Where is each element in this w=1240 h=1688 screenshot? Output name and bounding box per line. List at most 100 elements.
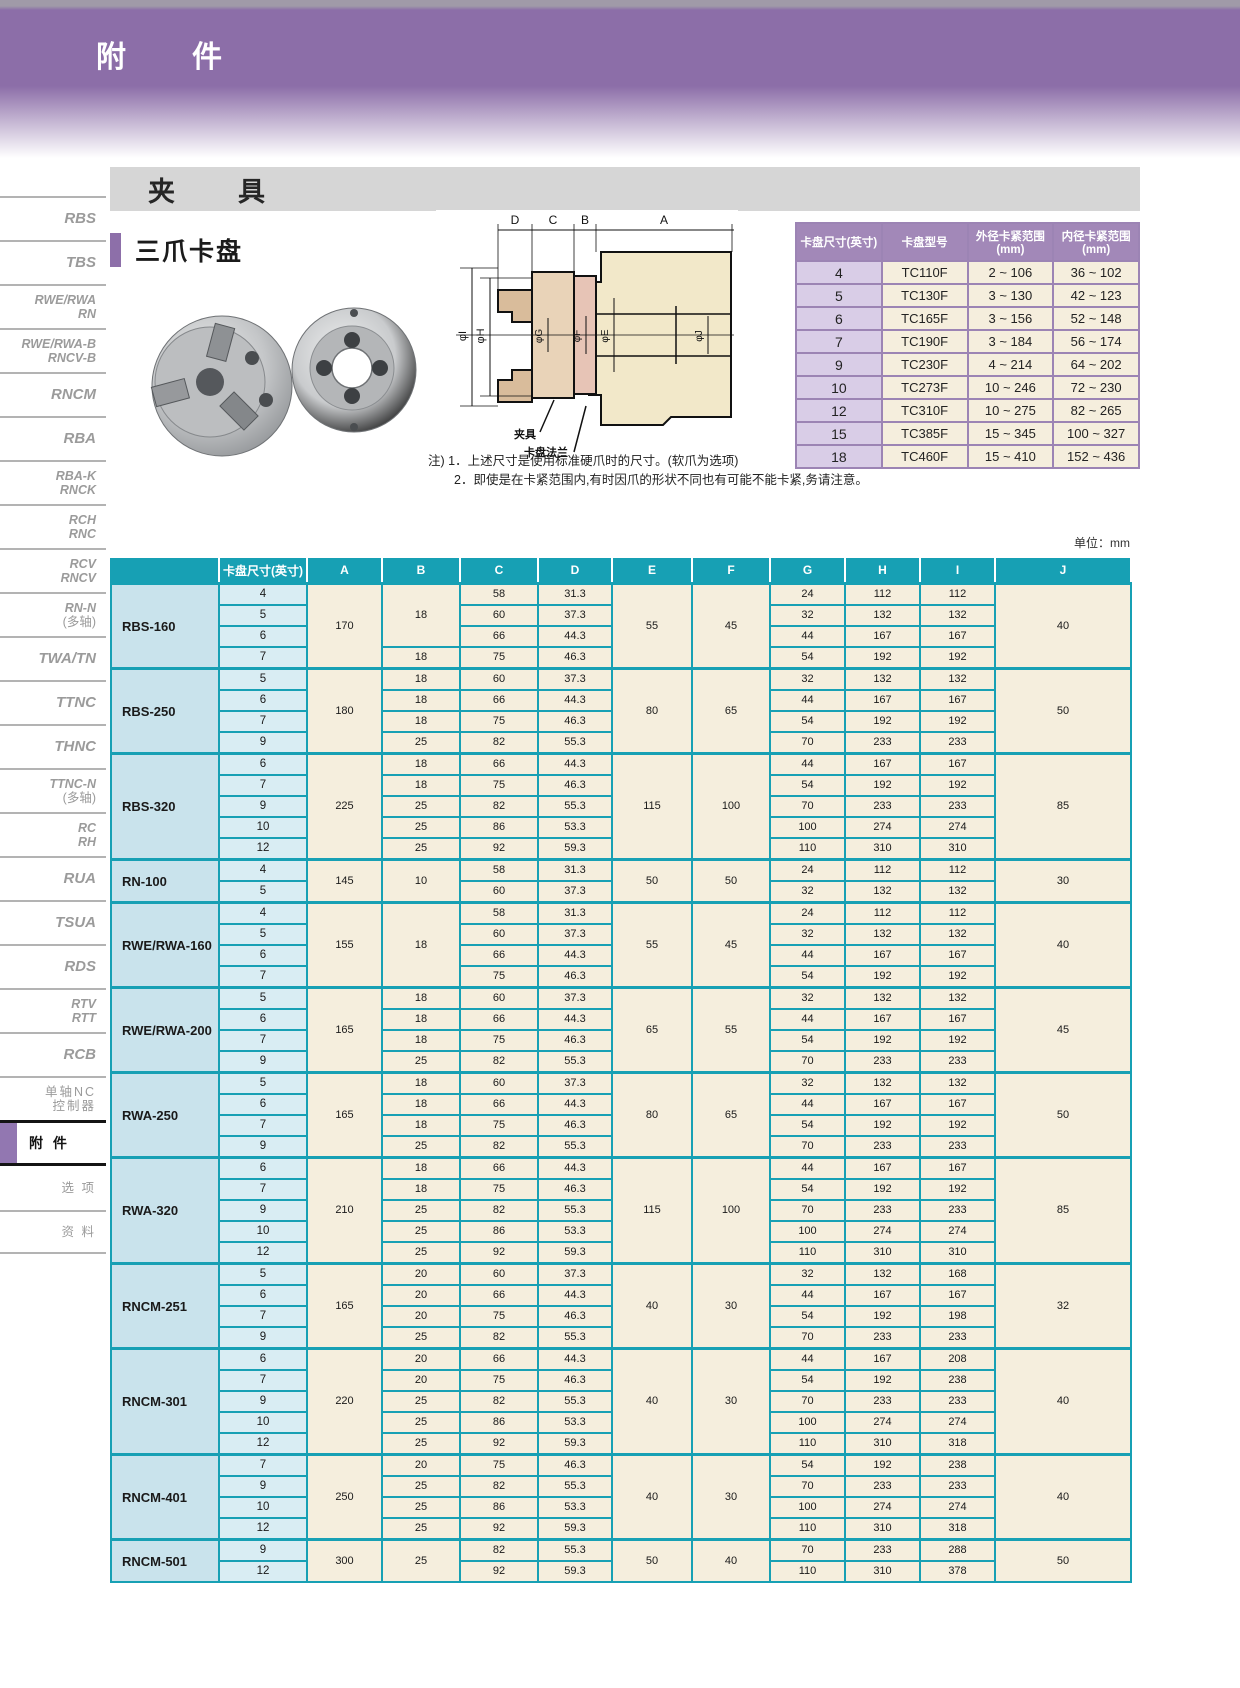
- cell-g: 110: [769, 1432, 846, 1456]
- spec-size-cell: 15: [795, 421, 883, 446]
- page-title: 附 件: [96, 41, 240, 74]
- sidebar-item-rch: RCH RNC: [0, 504, 106, 548]
- cell-h: 310: [844, 1517, 921, 1541]
- size-cell: 5: [218, 880, 308, 904]
- footnote-2: 2．即使是在卡紧范围内,有时因爪的形状不同也有可能不能卡紧,务请注意。: [454, 473, 868, 488]
- cell-b: 25: [381, 1538, 461, 1583]
- table-row: 9 25 82 55.3 70 233 233: [111, 1390, 1131, 1413]
- cell-c: 86: [459, 1496, 539, 1519]
- table-row: 6 18 66 44.3 44 167 167: [111, 1093, 1131, 1116]
- cell-h: 233: [844, 1538, 921, 1562]
- cell-d: 53.3: [537, 816, 613, 839]
- cell-d: 44.3: [537, 1008, 613, 1031]
- cell-h: 192: [844, 1114, 921, 1137]
- cell-c: 75: [459, 646, 539, 670]
- spec-data-cell: 3 ~ 156: [966, 306, 1055, 331]
- cell-i: 132: [919, 986, 996, 1010]
- cell-h: 233: [844, 1135, 921, 1159]
- page-header-band: [0, 0, 1240, 160]
- main-column-header: G: [769, 556, 846, 585]
- cell-b: 18: [381, 689, 461, 712]
- cell-h: 167: [844, 944, 921, 967]
- cell-d: 37.3: [537, 1262, 613, 1286]
- size-cell: 7: [218, 965, 308, 989]
- cell-b: 25: [381, 1050, 461, 1074]
- main-column-header: C: [459, 556, 539, 585]
- cell-c: 75: [459, 1305, 539, 1328]
- cell-c: 82: [459, 1199, 539, 1222]
- cell-a: 155: [306, 901, 383, 989]
- cell-b: 20: [381, 1305, 461, 1328]
- spec-column-header: 卡盘尺寸(英寸): [795, 222, 883, 262]
- table-row: 7 18 75 46.3 54 192 192: [111, 710, 1131, 733]
- sidebar-item-label-group: RCH RNC: [69, 513, 96, 542]
- cell-c: 75: [459, 710, 539, 733]
- cell-c: 75: [459, 1114, 539, 1137]
- cell-a: 250: [306, 1453, 383, 1541]
- sidebar-item-label: RCV: [69, 556, 96, 571]
- cell-i: 192: [919, 646, 996, 670]
- cell-d: 59.3: [537, 1432, 613, 1456]
- subsection-marker: [110, 233, 121, 267]
- table-row: 6 66 44.3 44 167 167: [111, 944, 1131, 967]
- cell-g: 110: [769, 1560, 846, 1583]
- model-cell: RNCM-401: [110, 1453, 220, 1541]
- cell-g: 44: [769, 1093, 846, 1116]
- model-cell: RN-100: [110, 858, 220, 904]
- spec-data-cell: 3 ~ 130: [966, 283, 1055, 308]
- cell-d: 59.3: [537, 1560, 613, 1583]
- cell-i: 233: [919, 1199, 996, 1222]
- sidebar-item-label: RNCK: [59, 483, 96, 497]
- cell-c: 75: [459, 1369, 539, 1392]
- size-cell: 7: [218, 1114, 308, 1137]
- table-row: RNCM-501 9 300 25 82 55.3 50 40 70 233 288 50: [110, 1538, 1132, 1583]
- size-cell: 12: [218, 1241, 308, 1265]
- sidebar-item-rwe-rwa-b: RWE/RWA-B RNCV-B: [0, 328, 106, 372]
- cell-e: 80: [611, 667, 693, 755]
- cell-d: 37.3: [537, 604, 613, 627]
- cell-h: 132: [844, 923, 921, 946]
- sidebar-item-label-group: RN-N (多轴): [63, 601, 96, 630]
- cell-c: 82: [459, 795, 539, 818]
- cell-d: 44.3: [537, 944, 613, 967]
- cell-c: 86: [459, 1220, 539, 1243]
- cell-h: 132: [844, 1262, 921, 1286]
- cell-i: 132: [919, 880, 996, 904]
- sidebar-active-marker: [0, 1123, 17, 1163]
- cell-g: 32: [769, 1071, 846, 1095]
- cell-e: 40: [611, 1453, 693, 1541]
- main-column-header: [110, 556, 220, 585]
- cell-i: 167: [919, 1093, 996, 1116]
- table-row: RWE/RWA-160 4 155 18 58 31.3 55 45 24 112 112 40: [110, 901, 1132, 989]
- sidebar-item-rua: RUA: [0, 856, 106, 900]
- cell-j: 50: [994, 1538, 1132, 1583]
- cell-d: 55.3: [537, 1050, 613, 1074]
- sidebar-item-label: TBS: [66, 254, 96, 272]
- sidebar-item-label: RBA-K: [55, 468, 96, 483]
- cell-f: 65: [691, 1071, 771, 1159]
- cell-j: 32: [994, 1262, 1132, 1350]
- spec-data-cell: 10 ~ 246: [966, 375, 1055, 400]
- sidebar-item-label-group: 资 料: [62, 1225, 96, 1239]
- main-column-header: F: [691, 556, 771, 585]
- cell-d: 46.3: [537, 710, 613, 733]
- cell-h: 132: [844, 667, 921, 691]
- table-row: 7 18 75 46.3 54 192 192: [111, 1178, 1131, 1201]
- cell-c: 60: [459, 667, 539, 691]
- size-cell: 10: [218, 1411, 308, 1434]
- subsection-header: 三爪卡盘: [110, 231, 243, 269]
- table-row: RN-100 4 145 10 58 31.3 50 50 24 112 112 30: [110, 858, 1132, 904]
- cell-i: 192: [919, 1029, 996, 1052]
- cell-b: 18: [381, 1008, 461, 1031]
- cell-h: 192: [844, 1305, 921, 1328]
- size-cell: 9: [218, 1538, 308, 1562]
- table-row: RNCM-251 5 165 20 60 37.3 40 30 32 132 168 32: [110, 1262, 1132, 1350]
- size-cell: 4: [218, 582, 308, 606]
- cell-c: 66: [459, 1347, 539, 1371]
- cell-c: 82: [459, 1538, 539, 1562]
- cell-h: 112: [844, 901, 921, 925]
- section-bar: 夹 具: [110, 167, 1140, 211]
- cell-g: 32: [769, 604, 846, 627]
- cell-i: 238: [919, 1369, 996, 1392]
- cell-f: 65: [691, 667, 771, 755]
